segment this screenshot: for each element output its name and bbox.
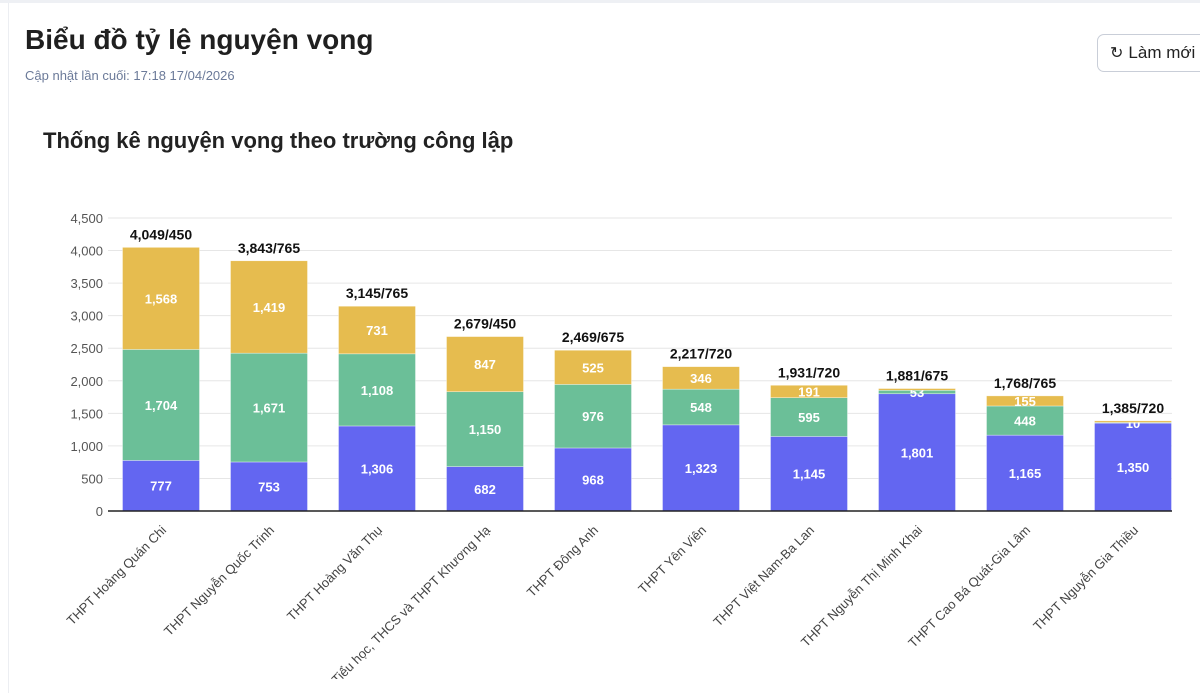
bar-segment-nv2 — [122, 349, 200, 461]
bar-segment-nv2 — [554, 384, 632, 449]
bar-segment-nv3 — [230, 260, 308, 354]
y-tick-label: 4,000 — [70, 244, 103, 259]
bar-segment-nv2 — [986, 405, 1064, 436]
refresh-icon: ↻ — [1110, 45, 1124, 62]
x-tick-label: THPT Nguyễn Quốc Trinh — [161, 523, 277, 639]
segment-value-label: 968 — [582, 472, 604, 487]
bar-segment-nv2 — [338, 353, 416, 427]
y-tick-label: 3,000 — [70, 309, 103, 324]
y-tick-label: 1,000 — [70, 439, 103, 454]
bar-segment-nv1 — [878, 393, 956, 512]
bar-segment-nv1 — [338, 425, 416, 512]
bar-total-label: 1,931/720 — [778, 364, 840, 380]
bar-segment-nv3 — [878, 388, 956, 391]
x-tick-label: THPT Hoàng Văn Thụ — [284, 523, 385, 624]
segment-value-label: 1,323 — [685, 461, 718, 476]
x-tick-label: THPT Đông Anh — [524, 523, 601, 600]
bar-segment-nv1 — [770, 436, 848, 512]
bar-segment-nv1 — [662, 424, 740, 512]
y-tick-label: 2,500 — [70, 341, 103, 356]
chart-title: Thống kê nguyện vọng theo trường công lậ… — [43, 128, 514, 153]
bar-total-label: 2,469/675 — [562, 329, 624, 345]
bar-total-label: 2,679/450 — [454, 316, 516, 332]
y-tick-label: 3,500 — [70, 276, 103, 291]
y-tick-label: 0 — [96, 504, 103, 519]
refresh-label: Làm mới — [1128, 43, 1196, 62]
segment-value-label: 1,568 — [145, 291, 178, 306]
segment-value-label: 595 — [798, 410, 820, 425]
bar-total-label: 1,881/675 — [886, 368, 948, 384]
segment-value-label: 53 — [910, 385, 924, 400]
bar-total-label: 3,145/765 — [346, 285, 408, 301]
segment-value-label: 1,671 — [253, 401, 286, 416]
bar-segment-nv3 — [554, 349, 632, 385]
top-border — [0, 0, 1200, 3]
bar-segment-nv1 — [446, 466, 524, 512]
segment-value-label: 10 — [1126, 416, 1140, 431]
segment-value-label: 1,801 — [901, 445, 934, 460]
x-tick-label: THPT Cao Bá Quát-Gia Lâm — [905, 523, 1033, 651]
bar-total-label: 2,217/720 — [670, 346, 732, 362]
bar-total-label: 3,843/765 — [238, 240, 300, 256]
x-tick-label: THPT Việt Nam-Ba Lan — [710, 523, 817, 630]
segment-value-label: 847 — [474, 357, 496, 372]
page-title: Biểu đồ tỷ lệ nguyện vọng — [25, 24, 374, 55]
segment-value-label: 191 — [798, 384, 820, 399]
bar-total-label: 1,385/720 — [1102, 400, 1164, 416]
segment-value-label: 1,165 — [1009, 466, 1042, 481]
y-tick-label: 1,500 — [70, 406, 103, 421]
segment-value-label: 155 — [1014, 394, 1036, 409]
bar-total-label: 4,049/450 — [130, 226, 192, 242]
bar-segment-nv2 — [446, 391, 524, 467]
bar-segment-nv3 — [986, 395, 1064, 407]
last-updated: Cập nhật lần cuối: 17:18 17/04/2026 — [25, 68, 235, 83]
x-tick-label: THPT Yên Viên — [635, 523, 709, 597]
bar-segment-nv1 — [230, 461, 308, 512]
bar-segment-nv3 — [446, 336, 524, 393]
chart-card — [8, 3, 1200, 693]
y-tick-label: 500 — [81, 471, 103, 486]
bar-segment-nv2 — [230, 352, 308, 463]
bar-segment-nv1 — [1094, 422, 1172, 512]
y-tick-label: 4,500 — [70, 211, 103, 226]
segment-value-label: 1,150 — [469, 422, 502, 437]
segment-value-label: 682 — [474, 482, 496, 497]
x-tick-label: THPT Nguyễn Gia Thiều — [1030, 523, 1141, 634]
segment-value-label: 1,419 — [253, 300, 286, 315]
segment-value-label: 777 — [150, 479, 172, 494]
refresh-button[interactable]: ↻ Làm mới — [1097, 34, 1200, 72]
segment-value-label: 1,350 — [1117, 460, 1150, 475]
segment-value-label: 448 — [1014, 414, 1036, 429]
bar-segment-nv3 — [662, 366, 740, 390]
segment-value-label: 525 — [582, 360, 604, 375]
bar-segment-nv3 — [338, 305, 416, 355]
segment-value-label: 753 — [258, 479, 280, 494]
bar-segment-nv3 — [770, 384, 848, 399]
bar-segment-nv3 — [1094, 420, 1172, 423]
segment-value-label: 976 — [582, 409, 604, 424]
bar-segment-nv2 — [770, 397, 848, 437]
segment-value-label: 548 — [690, 400, 712, 415]
stacked-bar-chart: 0 500 1,000 1,500 2,000 2,500 3,000 3,500 4,000 4… — [64, 211, 1172, 679]
segment-value-label: 731 — [366, 323, 388, 338]
segment-value-label: 1,108 — [361, 383, 394, 398]
segment-value-label: 1,145 — [793, 467, 826, 482]
segment-value-label: 1,704 — [145, 398, 178, 413]
bar-segment-nv3 — [122, 247, 200, 350]
x-tick-label: THPT Hoàng Quán Chi — [64, 522, 170, 628]
x-tick-label: THPT Nguyễn Thị Minh Khai — [798, 522, 925, 649]
segment-value-label: 346 — [690, 371, 712, 386]
bar-segment-nv2 — [662, 388, 740, 426]
bar-total-label: 1,768/765 — [994, 375, 1056, 391]
y-tick-label: 2,000 — [70, 374, 103, 389]
bar-segment-nv1 — [986, 434, 1064, 512]
segment-value-label: 1,306 — [361, 461, 394, 476]
